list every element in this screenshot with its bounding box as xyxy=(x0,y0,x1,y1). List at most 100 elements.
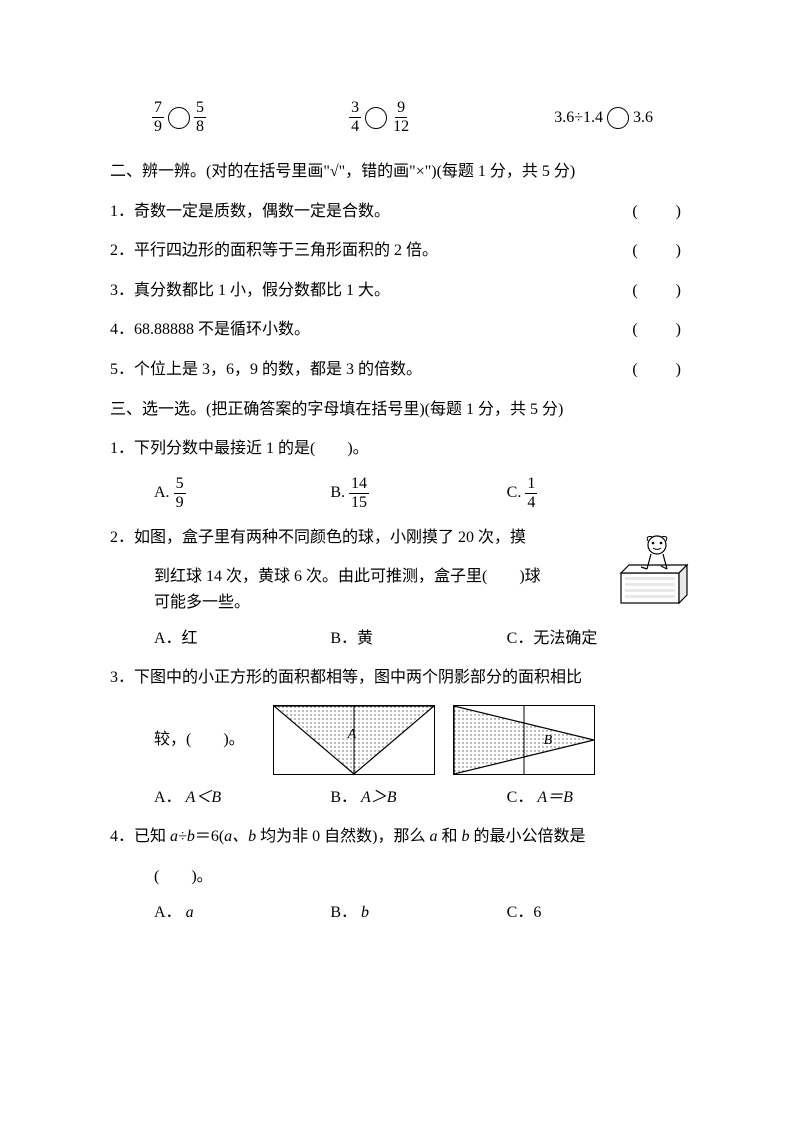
option-b[interactable]: B．黄 xyxy=(330,626,506,652)
denominator: 12 xyxy=(391,118,411,135)
answer-paren[interactable]: ( ) xyxy=(632,357,683,383)
numerator: 9 xyxy=(395,100,407,118)
t: 均为非 0 自然数)，那么 xyxy=(256,828,429,845)
q-number: 2． xyxy=(110,529,134,546)
tf-q1: 1．奇数一定是质数，偶数一定是合数。 ( ) xyxy=(110,199,683,225)
numerator: 7 xyxy=(152,100,164,118)
opt-pre: B． xyxy=(330,900,357,926)
m: a÷b xyxy=(170,828,195,845)
q2-line2: 到红球 14 次，黄球 6 次。由此可推测，盒子里( )球 xyxy=(110,564,683,590)
opt-pre: B． xyxy=(330,785,357,811)
fraction-1a: 7 9 xyxy=(152,100,164,135)
tf-text: 4．68.88888 不是循环小数。 xyxy=(110,317,632,343)
rhs-text: 3.6 xyxy=(633,105,653,131)
option-b[interactable]: B. 14 15 xyxy=(330,476,506,511)
opt-math: A＜B xyxy=(186,785,222,811)
mc-q3-options: A． A＜B B． A＞B C． A＝B xyxy=(154,785,683,811)
opt-math: b xyxy=(361,900,369,926)
denominator: 8 xyxy=(194,118,206,135)
section-2-title: 二、辨一辨。(对的在括号里画"√"，错的画"×")(每题 1 分，共 5 分) xyxy=(110,159,683,185)
q-number: 4． xyxy=(110,828,134,845)
opt-label: A. xyxy=(154,480,170,506)
q3-text-1: 下图中的小正方形的面积都相等，图中两个阴影部分的面积相比 xyxy=(134,669,582,686)
mc-q1-options: A. 5 9 B. 14 15 C. 1 4 xyxy=(154,476,683,511)
q3-figures: A B xyxy=(273,705,595,775)
tf-text: 1．奇数一定是质数，偶数一定是合数。 xyxy=(110,199,632,225)
option-c[interactable]: C．无法确定 xyxy=(507,626,683,652)
figure-label-b: B xyxy=(544,730,553,752)
blank-circle[interactable] xyxy=(607,107,629,129)
tf-text: 5．个位上是 3，6，9 的数，都是 3 的倍数。 xyxy=(110,357,632,383)
q2-line1: 2．如图，盒子里有两种不同颜色的球，小刚摸了 20 次，摸 xyxy=(110,525,683,551)
opt-label: B. xyxy=(330,480,345,506)
tf-q3: 3．真分数都比 1 小，假分数都比 1 大。 ( ) xyxy=(110,278,683,304)
blank-circle[interactable] xyxy=(168,107,190,129)
fraction: 1 4 xyxy=(525,476,537,511)
answer-paren[interactable]: ( ) xyxy=(632,317,683,343)
option-c[interactable]: C．6 xyxy=(507,900,683,926)
compare-row: 7 9 5 8 3 4 9 12 3.6÷1.4 3.6 xyxy=(110,100,683,135)
option-c[interactable]: C． A＝B xyxy=(507,785,683,811)
mc-q4-line2: ( )。 xyxy=(110,864,683,890)
numerator: 1 xyxy=(525,476,537,494)
compare-item-3: 3.6÷1.4 3.6 xyxy=(554,105,653,131)
q2-text-1: 如图，盒子里有两种不同颜色的球，小刚摸了 20 次，摸 xyxy=(134,529,526,546)
denominator: 9 xyxy=(152,118,164,135)
answer-paren[interactable]: ( ) xyxy=(632,238,683,264)
q-number: 3． xyxy=(110,669,134,686)
opt-pre: A． xyxy=(154,785,182,811)
mc-q3-line2: 较，( )。 A xyxy=(110,705,683,775)
option-a[interactable]: A． a xyxy=(154,900,330,926)
option-a[interactable]: A. 5 9 xyxy=(154,476,330,511)
tf-text: 2．平行四边形的面积等于三角形面积的 2 倍。 xyxy=(110,238,632,264)
exam-page: 7 9 5 8 3 4 9 12 3.6÷1.4 3.6 xyxy=(0,0,793,1122)
mc-q2: 2．如图，盒子里有两种不同颜色的球，小刚摸了 20 次，摸 到红球 14 次，黄… xyxy=(110,525,683,616)
opt-math: a xyxy=(186,900,194,926)
option-c[interactable]: C. 1 4 xyxy=(507,476,683,511)
opt-math: A＞B xyxy=(361,785,397,811)
figure-label-a: A xyxy=(348,724,357,746)
option-b[interactable]: B． b xyxy=(330,900,506,926)
fraction-1b: 5 8 xyxy=(194,100,206,135)
tf-text: 3．真分数都比 1 小，假分数都比 1 大。 xyxy=(110,278,632,304)
fraction: 5 9 xyxy=(174,476,186,511)
t: 和 xyxy=(438,828,462,845)
compare-item-2: 3 4 9 12 xyxy=(349,100,411,135)
figure-a: A xyxy=(273,705,435,775)
t: 的最小公倍数是 xyxy=(470,828,586,845)
tf-q5: 5．个位上是 3，6，9 的数，都是 3 的倍数。 ( ) xyxy=(110,357,683,383)
lhs-text: 3.6÷1.4 xyxy=(554,105,603,131)
t: ＝6( xyxy=(195,828,224,845)
mc-q3-line1: 3．下图中的小正方形的面积都相等，图中两个阴影部分的面积相比 xyxy=(110,665,683,691)
figure-b: B xyxy=(453,705,595,775)
section-3-title: 三、选一选。(把正确答案的字母填在括号里)(每题 1 分，共 5 分) xyxy=(110,397,683,423)
opt-pre: A． xyxy=(154,900,182,926)
opt-pre: C． xyxy=(507,785,534,811)
blank-circle[interactable] xyxy=(365,107,387,129)
m: a xyxy=(430,828,438,845)
fraction-2b: 9 12 xyxy=(391,100,411,135)
mc-q4-line1: 4．已知 a÷b＝6(a、b 均为非 0 自然数)，那么 a 和 b 的最小公倍… xyxy=(110,824,683,850)
numerator: 5 xyxy=(174,476,186,494)
fraction-2a: 3 4 xyxy=(349,100,361,135)
opt-label: C. xyxy=(507,480,522,506)
tf-q2: 2．平行四边形的面积等于三角形面积的 2 倍。 ( ) xyxy=(110,238,683,264)
answer-paren[interactable]: ( ) xyxy=(632,199,683,225)
opt-math: A＝B xyxy=(537,785,573,811)
denominator: 9 xyxy=(174,494,186,511)
denominator: 4 xyxy=(349,118,361,135)
denominator: 4 xyxy=(525,494,537,511)
option-a[interactable]: A．红 xyxy=(154,626,330,652)
option-b[interactable]: B． A＞B xyxy=(330,785,506,811)
mc-q4-options: A． a B． b C．6 xyxy=(154,900,683,926)
denominator: 15 xyxy=(349,494,369,511)
t: 已知 xyxy=(134,828,170,845)
tf-q4: 4．68.88888 不是循环小数。 ( ) xyxy=(110,317,683,343)
box-drawing-icon xyxy=(617,531,689,609)
m: a、b xyxy=(224,828,256,845)
q3-prefix: 较，( )。 xyxy=(154,727,245,753)
answer-paren[interactable]: ( ) xyxy=(632,278,683,304)
option-a[interactable]: A． A＜B xyxy=(154,785,330,811)
numerator: 3 xyxy=(349,100,361,118)
mc-q2-options: A．红 B．黄 C．无法确定 xyxy=(154,626,683,652)
